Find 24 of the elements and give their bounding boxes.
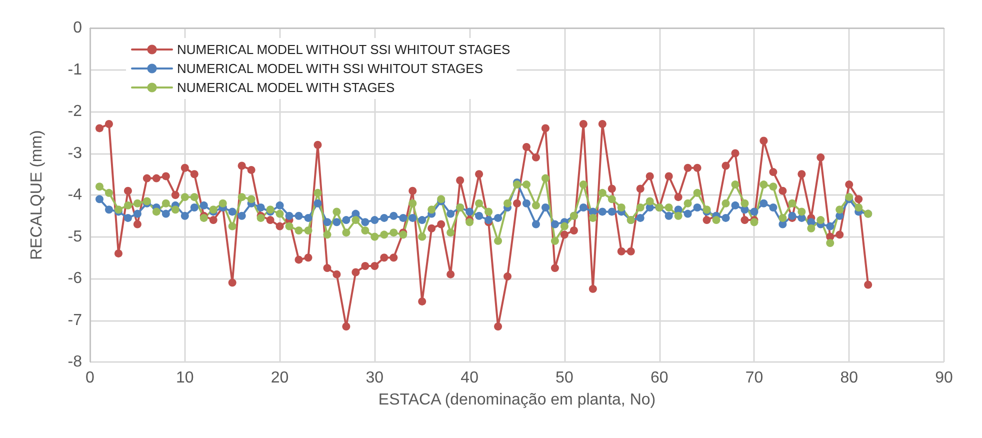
y-tick-label: 0: [73, 20, 82, 36]
legend-label: NUMERICAL MODEL WITH SSI WHITOUT STAGES: [177, 61, 484, 76]
legend-label: NUMERICAL MODEL WITH STAGES: [177, 80, 395, 95]
y-tick-label: -7: [68, 312, 82, 329]
x-tick-label: 10: [176, 370, 194, 386]
y-tick-label: -3: [68, 144, 82, 162]
y-tick-label: -8: [68, 354, 82, 370]
y-tick-label: -1: [68, 61, 82, 78]
legend-label: NUMERICAL MODEL WITHOUT SSI WHITOUT STAGES: [177, 42, 511, 57]
y-tick-label: -5: [68, 228, 82, 246]
x-tick-label: 80: [840, 370, 858, 386]
x-tick-label: 50: [556, 370, 574, 386]
y-tick-label: -4: [68, 186, 82, 204]
x-tick-label: 70: [745, 370, 764, 386]
x-tick-label: 90: [935, 370, 953, 386]
x-axis-title: ESTACA (denominação em planta, No): [378, 392, 656, 408]
x-tick-label: 0: [86, 370, 95, 386]
x-tick-label: 30: [366, 370, 384, 386]
y-axis-title: RECALQUE (mm): [28, 130, 46, 260]
x-tick-label: 60: [650, 370, 668, 386]
x-tick-label: 40: [460, 370, 479, 386]
x-tick-label: 20: [270, 370, 289, 386]
y-tick-label: -2: [68, 103, 82, 120]
y-tick-label: -6: [68, 270, 82, 287]
